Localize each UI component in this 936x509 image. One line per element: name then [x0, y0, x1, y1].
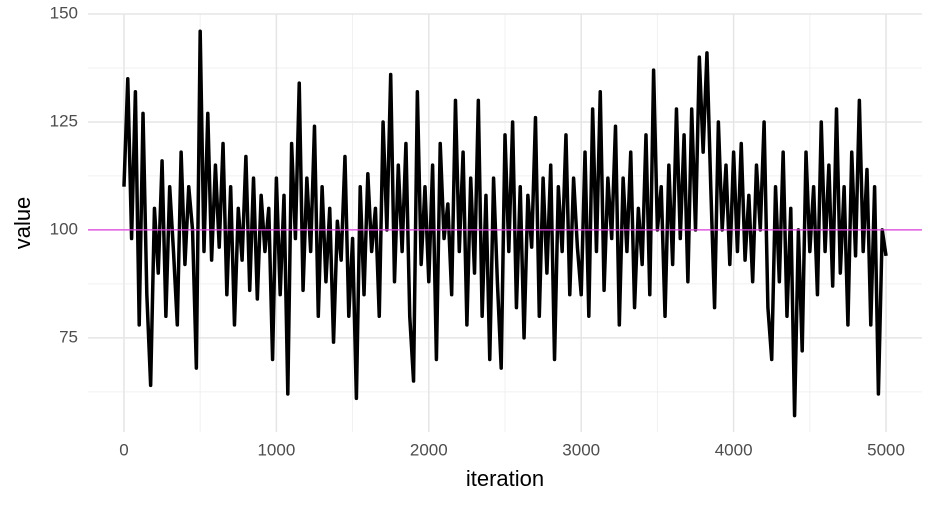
- y-tick-label: 125: [50, 111, 78, 130]
- x-tick-label: 2000: [410, 440, 448, 459]
- trace-line: [122, 29, 888, 418]
- x-axis-title: iteration: [466, 466, 544, 491]
- y-tick-label: 150: [50, 3, 78, 22]
- y-tick-label: 100: [50, 219, 78, 238]
- y-axis-title: value: [10, 197, 35, 250]
- x-tick-label: 0: [119, 440, 128, 459]
- x-tick-label: 1000: [257, 440, 295, 459]
- y-tick-label: 75: [59, 327, 78, 346]
- x-tick-label: 5000: [867, 440, 905, 459]
- x-tick-label: 3000: [562, 440, 600, 459]
- x-tick-label: 4000: [715, 440, 753, 459]
